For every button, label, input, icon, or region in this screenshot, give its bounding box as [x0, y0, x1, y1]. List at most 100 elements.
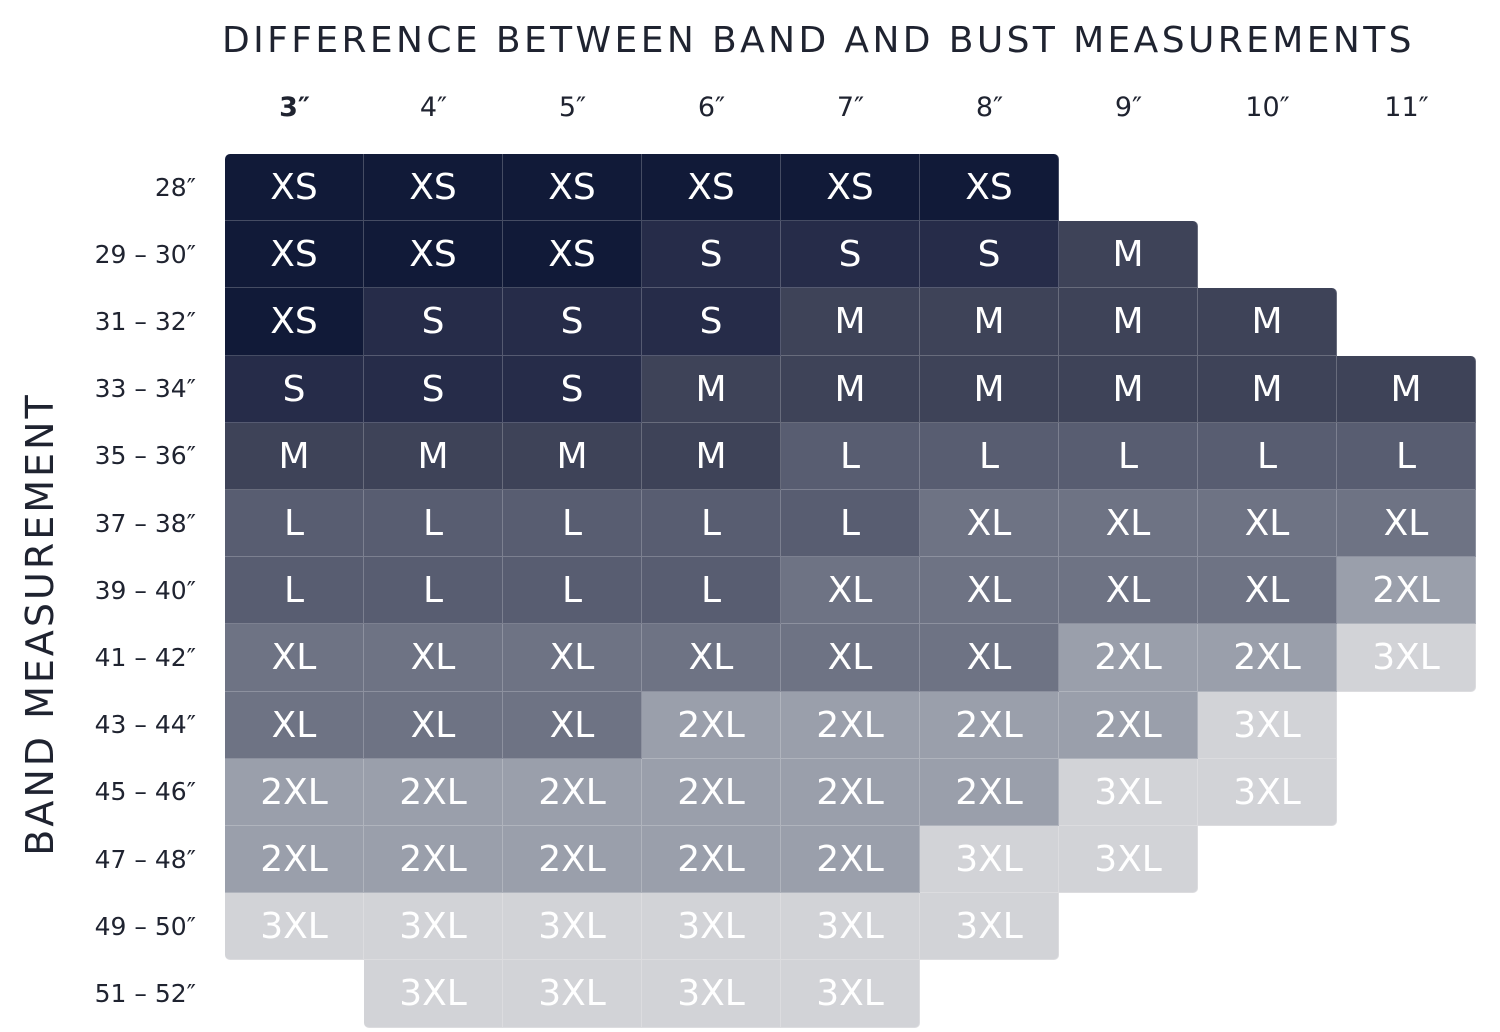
size-cell: 3XL — [781, 960, 920, 1028]
size-cell: XL — [503, 624, 642, 692]
size-cell: 2XL — [642, 759, 781, 826]
chart-title: DIFFERENCE BETWEEN BAND AND BUST MEASURE… — [222, 20, 1415, 61]
size-cell: 3XL — [1059, 826, 1198, 893]
size-cell: S — [364, 288, 503, 356]
size-cell: L — [364, 557, 503, 624]
row-label: 28″ — [154, 172, 196, 202]
size-cell: M — [1059, 288, 1198, 356]
size-cell: S — [781, 221, 920, 288]
size-cell: XL — [1198, 557, 1337, 624]
size-cell: XL — [503, 692, 642, 759]
size-cell: 2XL — [781, 692, 920, 759]
row-label: 33 – 34″ — [94, 374, 196, 404]
size-cell: L — [642, 490, 781, 557]
row-label: 41 – 42″ — [94, 643, 196, 672]
size-cell: 3XL — [503, 960, 642, 1028]
column-header: 11″ — [1384, 92, 1429, 123]
size-cell: S — [503, 356, 642, 423]
size-cell: 2XL — [920, 692, 1059, 759]
size-cell: XS — [781, 154, 920, 221]
size-cell: 3XL — [1337, 624, 1476, 692]
size-cell: M — [1059, 356, 1198, 423]
size-cell: M — [364, 423, 503, 490]
size-cell: S — [642, 221, 781, 288]
column-header: 10″ — [1245, 92, 1290, 123]
row-label: 37 – 38″ — [94, 508, 196, 538]
row-label: 47 – 48″ — [94, 844, 196, 874]
size-cell: L — [1059, 423, 1198, 490]
size-cell: L — [1337, 423, 1476, 490]
size-cell: 3XL — [920, 826, 1059, 893]
column-header: 5″ — [558, 92, 587, 123]
size-cell: XL — [1337, 490, 1476, 557]
size-cell: XL — [1059, 557, 1198, 624]
size-cell: XL — [364, 624, 503, 692]
size-cell: L — [225, 557, 364, 624]
size-cell: 2XL — [1337, 557, 1476, 624]
size-cell: XS — [920, 154, 1059, 221]
size-cell: XS — [225, 154, 364, 221]
size-cell: XS — [225, 288, 364, 356]
size-cell: L — [364, 490, 503, 557]
size-cell: L — [503, 557, 642, 624]
column-header: 7″ — [836, 92, 865, 123]
size-cell: 3XL — [781, 893, 920, 960]
size-cell: 2XL — [225, 826, 364, 893]
size-cell: 3XL — [1198, 692, 1337, 759]
column-header: 6″ — [697, 92, 726, 123]
size-cell: 3XL — [1059, 759, 1198, 826]
size-cell: XS — [364, 154, 503, 221]
column-header: 4″ — [419, 92, 448, 123]
size-cell: XL — [781, 624, 920, 692]
size-cell: L — [1198, 423, 1337, 490]
size-cell: 3XL — [364, 960, 503, 1028]
size-cell: M — [1198, 356, 1337, 423]
size-cell: 2XL — [642, 826, 781, 893]
size-cell: M — [1337, 356, 1476, 423]
size-cell: M — [920, 356, 1059, 423]
size-cell: L — [642, 557, 781, 624]
size-cell: 3XL — [364, 893, 503, 960]
size-cell: XL — [225, 624, 364, 692]
size-cell: XS — [503, 221, 642, 288]
size-cell: 3XL — [1198, 759, 1337, 826]
size-cell: 3XL — [642, 960, 781, 1028]
size-cell: 2XL — [1198, 624, 1337, 692]
row-label: 43 – 44″ — [94, 710, 196, 740]
row-label: 39 – 40″ — [94, 575, 196, 605]
size-cell: XL — [1198, 490, 1337, 557]
column-header: 8″ — [975, 92, 1004, 123]
row-label: 31 – 32″ — [94, 307, 196, 336]
size-cell: 3XL — [642, 893, 781, 960]
row-label: 35 – 36″ — [94, 441, 196, 471]
size-cell: M — [1059, 221, 1198, 288]
size-cell: 2XL — [503, 759, 642, 826]
size-cell: 2XL — [1059, 624, 1198, 692]
size-cell: 2XL — [364, 759, 503, 826]
size-cell: XL — [225, 692, 364, 759]
size-cell: M — [781, 288, 920, 356]
size-cell: 3XL — [225, 893, 364, 960]
size-cell: L — [225, 490, 364, 557]
size-cell: XL — [1059, 490, 1198, 557]
size-cell: 2XL — [781, 826, 920, 893]
size-cell: 3XL — [920, 893, 1059, 960]
size-cell: XL — [781, 557, 920, 624]
size-cell: 2XL — [642, 692, 781, 759]
size-cell: M — [920, 288, 1059, 356]
size-cell: M — [642, 356, 781, 423]
size-cell: L — [781, 423, 920, 490]
size-cell: L — [781, 490, 920, 557]
size-cell: XL — [920, 490, 1059, 557]
size-cell: XL — [920, 557, 1059, 624]
size-cell: XL — [642, 624, 781, 692]
size-cell: XL — [364, 692, 503, 759]
size-cell: M — [642, 423, 781, 490]
size-cell: XS — [642, 154, 781, 221]
size-cell: M — [781, 356, 920, 423]
size-cell: 2XL — [1059, 692, 1198, 759]
size-cell: S — [364, 356, 503, 423]
size-cell: 2XL — [781, 759, 920, 826]
size-cell: XL — [920, 624, 1059, 692]
